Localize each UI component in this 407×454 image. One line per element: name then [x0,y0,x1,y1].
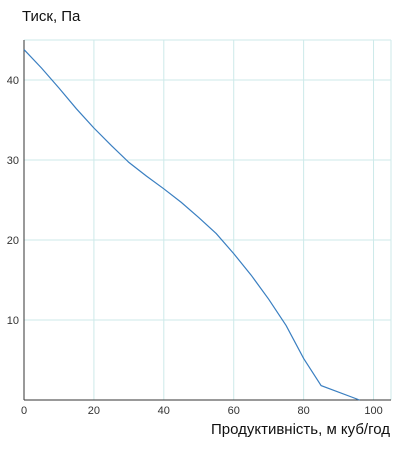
y-tick-label-10: 10 [7,315,19,327]
y-tick-label-20: 20 [7,235,19,247]
y-axis-label: Тиск, Па [22,8,80,25]
y-tick-label-30: 30 [7,155,19,167]
x-axis-label: Продуктивність, м куб/год [211,421,390,438]
y-tick-label-40: 40 [7,75,19,87]
series-line-0 [24,50,360,400]
